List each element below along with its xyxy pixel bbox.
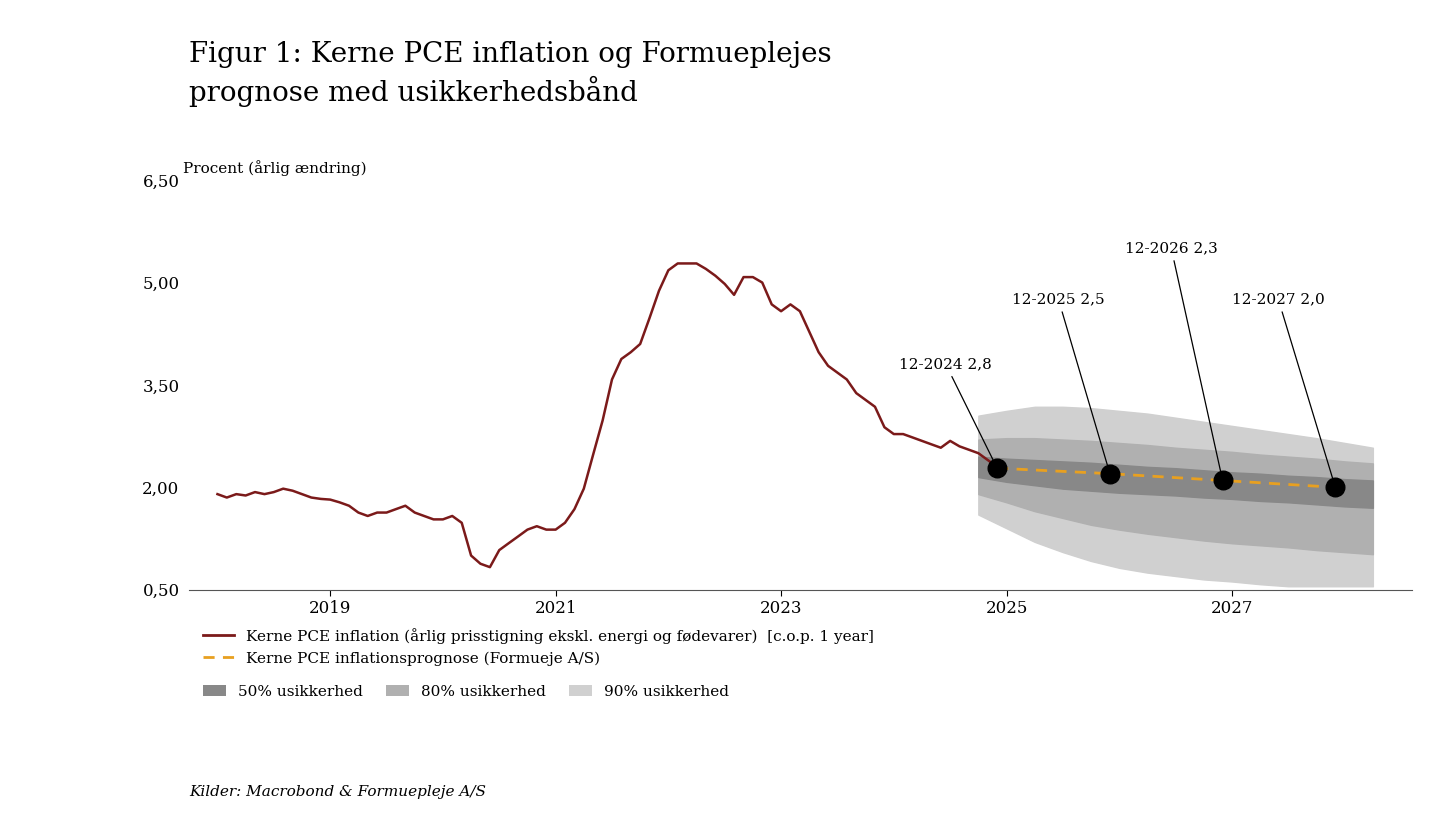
Text: 12-2025 2,5: 12-2025 2,5 [1012,292,1109,471]
Point [986,462,1009,475]
Point [1098,467,1121,480]
Text: 12-2024 2,8: 12-2024 2,8 [900,357,996,466]
Point [1211,474,1235,487]
Text: 12-2027 2,0: 12-2027 2,0 [1232,292,1335,485]
Text: 12-2026 2,3: 12-2026 2,3 [1125,242,1222,477]
Text: Procent (årlig ændring): Procent (årlig ændring) [183,161,367,176]
Text: Kilder: Macrobond & Formuepleje A/S: Kilder: Macrobond & Formuepleje A/S [189,785,486,799]
Text: Figur 1: Kerne PCE inflation og Formueplejes
prognose med usikkerhedsbånd: Figur 1: Kerne PCE inflation og Formuepl… [189,41,831,106]
Point [1324,481,1347,494]
Legend: 50% usikkerhed, 80% usikkerhed, 90% usikkerhed: 50% usikkerhed, 80% usikkerhed, 90% usik… [197,678,735,705]
